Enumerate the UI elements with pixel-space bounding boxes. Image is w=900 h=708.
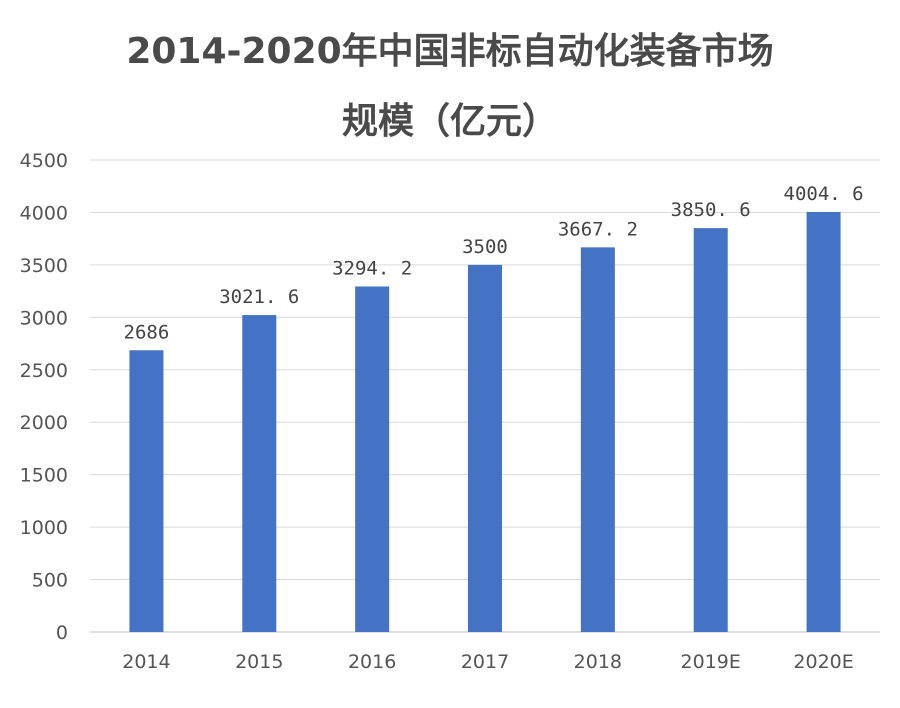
data-label-2015: 3021. 6 [219, 286, 299, 308]
x-tick-label-2018: 2018 [574, 651, 622, 673]
x-tick-label-2020E: 2020E [793, 651, 853, 673]
x-tick-label-2015: 2015 [235, 651, 283, 673]
y-tick-label-2000: 2000 [20, 412, 68, 434]
y-tick-label-3000: 3000 [20, 307, 68, 329]
x-tick-label-2017: 2017 [461, 651, 509, 673]
bar-2020E [806, 211, 841, 632]
data-label-2016: 3294. 2 [332, 257, 412, 279]
data-labels: 2686 3021. 6 3294. 2 3500 3667. 2 3850. 6 4004… [124, 183, 864, 343]
bar-2015 [242, 315, 277, 632]
chart-title-line-1: 2014-2020年中国非标自动化装备市场 [126, 31, 774, 72]
x-axis-tick-labels: 2014 2015 2016 2017 2018 2019E 2020E [122, 651, 854, 673]
bar-2014 [129, 350, 164, 632]
data-label-2020E: 4004. 6 [784, 183, 864, 205]
data-label-2014: 2686 [124, 321, 170, 343]
bars [129, 211, 841, 632]
y-tick-label-4500: 4500 [20, 150, 68, 172]
y-axis-tick-labels: 0 500 1000 1500 2000 2500 3000 3500 4000 4500 [20, 150, 68, 644]
x-tick-label-2019E: 2019E [681, 651, 741, 673]
y-tick-label-1500: 1500 [20, 465, 68, 487]
data-label-2019E: 3850. 6 [671, 199, 751, 221]
data-label-2017: 3500 [462, 236, 508, 258]
bar-2019E [693, 228, 728, 632]
bar-2018 [580, 247, 615, 632]
x-tick-label-2014: 2014 [122, 651, 170, 673]
y-tick-label-1000: 1000 [20, 517, 68, 539]
y-tick-label-0: 0 [56, 622, 68, 644]
y-tick-label-500: 500 [32, 570, 68, 592]
y-tick-label-3500: 3500 [20, 255, 68, 277]
chart-title-line-2: 规模（亿元） [341, 101, 558, 142]
data-label-2018: 3667. 2 [558, 218, 638, 240]
bar-2017 [468, 264, 502, 632]
y-tick-label-2500: 2500 [20, 360, 68, 382]
bar-2016 [355, 286, 390, 632]
x-tick-label-2016: 2016 [348, 651, 396, 673]
y-tick-label-4000: 4000 [20, 202, 68, 224]
